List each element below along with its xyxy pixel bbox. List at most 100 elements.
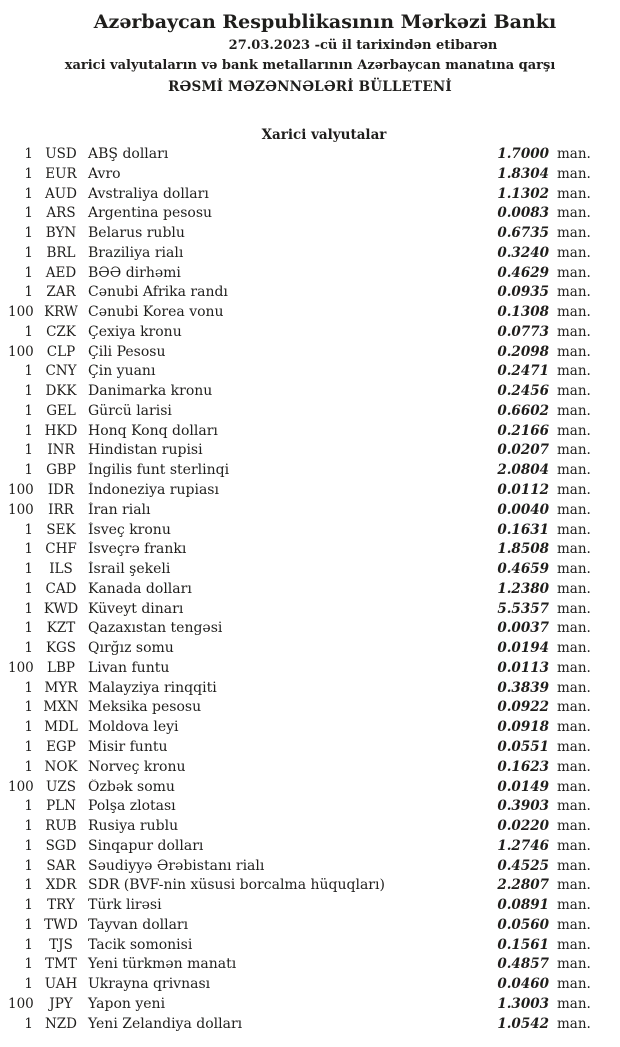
rate-row: 100 IRR İran rialı 0.0040 man. (0, 502, 620, 522)
quantity-value: 1 (24, 897, 33, 914)
quantity-value: 1 (24, 363, 33, 380)
quantity-value: 1 (24, 185, 33, 202)
quantity-value: 1 (24, 541, 33, 558)
unit-label: man. (557, 600, 591, 617)
rate-row: 1 ZAR Cənubi Afrika randı 0.0935 man. (0, 284, 620, 304)
quantity-value: 1 (24, 244, 33, 261)
currency-code: MXN (43, 699, 79, 716)
rate-value: 0.2471 (497, 363, 549, 380)
currency-code: HKD (44, 422, 78, 439)
rate-row: 1 SEK İsveç kronu 0.1631 man. (0, 522, 620, 542)
rate-row: 1 KWD Küveyt dinarı 5.5357 man. (0, 601, 620, 621)
quantity-value: 1 (24, 521, 33, 538)
currency-name: Avstraliya dolları (88, 185, 209, 202)
rate-value: 0.3240 (497, 244, 549, 261)
currency-code: LBP (47, 659, 75, 676)
currency-name: SDR (BVF-nin xüsusi borcalma hüquqları) (88, 877, 385, 894)
quantity-value: 100 (8, 343, 34, 360)
rate-row: 1 TMT Yeni türkmən manatı 0.4857 man. (0, 956, 620, 976)
rate-value: 1.2746 (497, 837, 549, 854)
currency-code: ZAR (46, 284, 76, 301)
currency-name: Ukrayna qrivnası (88, 976, 211, 993)
unit-label: man. (557, 304, 591, 321)
unit-label: man. (557, 580, 591, 597)
rate-value: 0.4857 (497, 956, 549, 973)
unit-label: man. (557, 738, 591, 755)
rate-value: 0.0918 (497, 719, 549, 736)
rate-row: 1 MDL Moldova leyi 0.0918 man. (0, 719, 620, 739)
currency-name: Səudiyyə Ərəbistanı rialı (88, 857, 265, 874)
quantity-value: 1 (24, 205, 33, 222)
rates-table: 1 USD ABŞ dolları 1.7000 man. 1 EUR Avro… (0, 146, 620, 1035)
rate-value: 0.0773 (497, 323, 549, 340)
quantity-value: 1 (24, 738, 33, 755)
rate-row: 100 LBP Livan funtu 0.0113 man. (0, 660, 620, 680)
currency-name: Misir funtu (88, 738, 168, 755)
currency-code: AED (45, 264, 77, 281)
currency-name: Qırğız somu (88, 640, 174, 657)
rate-row: 1 PLN Polşa zlotası 0.3903 man. (0, 798, 620, 818)
currency-name: Kanada dolları (88, 580, 192, 597)
rate-value: 0.0220 (497, 818, 549, 835)
bulletin-title: RƏSMİ MƏZƏNNƏLƏRİ BÜLLETENİ (168, 79, 452, 95)
unit-label: man. (557, 798, 591, 815)
currency-code: ILS (49, 561, 73, 578)
rate-row: 1 ARS Argentina pesosu 0.0083 man. (0, 205, 620, 225)
unit-label: man. (557, 225, 591, 242)
currency-code: EGP (46, 738, 76, 755)
quantity-value: 1 (24, 442, 33, 459)
rate-row: 100 CLP Çili Pesosu 0.2098 man. (0, 344, 620, 364)
rate-value: 0.0207 (497, 442, 549, 459)
rate-value: 0.0083 (497, 205, 549, 222)
unit-label: man. (557, 383, 591, 400)
rate-row: 1 KZT Qazaxıstan tengəsi 0.0037 man. (0, 620, 620, 640)
rate-row: 1 ILS İsrail şekeli 0.4659 man. (0, 561, 620, 581)
quantity-value: 1 (24, 146, 33, 162)
quantity-value: 100 (8, 659, 34, 676)
currency-code: GEL (46, 402, 76, 419)
currency-name: Küveyt dinarı (88, 600, 184, 617)
quantity-value: 1 (24, 976, 33, 993)
rate-row: 1 TJS Tacik somonisi 0.1561 man. (0, 937, 620, 957)
rate-row: 1 KGS Qırğız somu 0.0194 man. (0, 640, 620, 660)
unit-label: man. (557, 699, 591, 716)
rate-row: 1 CZK Çexiya kronu 0.0773 man. (0, 324, 620, 344)
rate-value: 0.0149 (497, 778, 549, 795)
currency-name: Livan funtu (88, 659, 170, 676)
currency-code: XDR (45, 877, 77, 894)
rate-value: 0.4525 (497, 857, 549, 874)
quantity-value: 100 (8, 995, 34, 1012)
currency-name: Cənubi Korea vonu (88, 304, 224, 321)
rate-value: 0.0935 (497, 284, 549, 301)
currency-name: Qazaxıstan tengəsi (88, 620, 223, 637)
quantity-value: 1 (24, 818, 33, 835)
unit-label: man. (557, 561, 591, 578)
currency-name: Özbək somu (88, 778, 175, 795)
unit-label: man. (557, 857, 591, 874)
currency-code: AUD (45, 185, 77, 202)
currency-name: Gürcü larisi (88, 402, 172, 419)
rate-value: 1.2380 (497, 580, 549, 597)
rate-value: 0.4659 (497, 561, 549, 578)
unit-label: man. (557, 818, 591, 835)
currency-name: Argentina pesosu (88, 205, 213, 222)
unit-label: man. (557, 976, 591, 993)
quantity-value: 100 (8, 778, 34, 795)
currency-name: Rusiya rublu (88, 818, 179, 835)
currency-code: JPY (49, 995, 73, 1012)
currency-code: DKK (45, 383, 77, 400)
currency-code: CHF (45, 541, 77, 558)
currency-code: PLN (46, 798, 76, 815)
quantity-value: 1 (24, 798, 33, 815)
rate-value: 0.0040 (497, 501, 549, 518)
currency-code: NZD (44, 1015, 78, 1032)
currency-name: İndoneziya rupiası (88, 482, 219, 499)
unit-label: man. (557, 442, 591, 459)
currency-code: BRL (46, 244, 76, 261)
currency-code: UZS (45, 778, 76, 795)
currency-code: RUB (45, 818, 77, 835)
currency-name: Türk lirəsi (88, 897, 162, 914)
rate-row: 1 DKK Danimarka kronu 0.2456 man. (0, 383, 620, 403)
rate-value: 0.1623 (497, 758, 549, 775)
rate-value: 0.4629 (497, 264, 549, 281)
